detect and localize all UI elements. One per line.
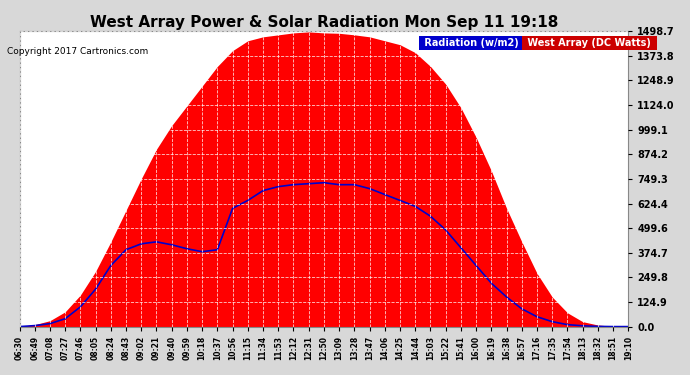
Title: West Array Power & Solar Radiation Mon Sep 11 19:18: West Array Power & Solar Radiation Mon S… bbox=[90, 15, 558, 30]
Text: Radiation (w/m2): Radiation (w/m2) bbox=[421, 38, 522, 48]
Text: Copyright 2017 Cartronics.com: Copyright 2017 Cartronics.com bbox=[7, 47, 148, 56]
Text: West Array (DC Watts): West Array (DC Watts) bbox=[524, 38, 655, 48]
